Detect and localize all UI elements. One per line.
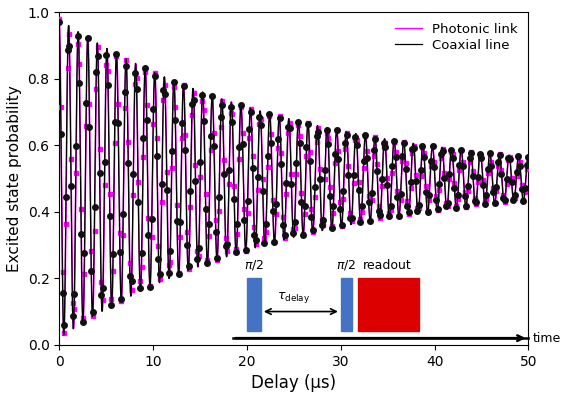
Text: time: time bbox=[533, 332, 561, 345]
Coaxial line bbox=[525, 155, 532, 160]
Coaxial line bbox=[80, 312, 87, 317]
Bar bbox=[247, 279, 261, 332]
Bar bbox=[358, 279, 419, 332]
Bar bbox=[341, 279, 352, 332]
Photonic link bbox=[525, 155, 532, 160]
Photonic link bbox=[425, 202, 432, 207]
Coaxial line bbox=[425, 198, 432, 203]
Text: $\pi/2$: $\pi/2$ bbox=[336, 258, 356, 272]
Legend: Photonic link, Coaxial line: Photonic link, Coaxial line bbox=[391, 19, 522, 55]
X-axis label: Delay (μs): Delay (μs) bbox=[251, 374, 336, 392]
Text: $\tau_{\rm delay}$: $\tau_{\rm delay}$ bbox=[277, 290, 310, 305]
Photonic link bbox=[512, 194, 519, 199]
Text: readout: readout bbox=[364, 259, 412, 272]
Coaxial line bbox=[60, 333, 67, 338]
Coaxial line bbox=[272, 232, 278, 237]
Coaxial line bbox=[512, 192, 519, 196]
Coaxial line bbox=[56, 19, 62, 24]
Y-axis label: Excited state probability: Excited state probability bbox=[7, 85, 22, 272]
Photonic link bbox=[272, 237, 278, 241]
Photonic link bbox=[61, 332, 68, 337]
Photonic link bbox=[80, 318, 87, 323]
Line: Photonic link: Photonic link bbox=[59, 19, 528, 335]
Coaxial line bbox=[284, 132, 291, 137]
Line: Coaxial line: Coaxial line bbox=[59, 22, 528, 335]
Coaxial line bbox=[511, 194, 518, 199]
Photonic link bbox=[511, 196, 518, 201]
Photonic link bbox=[284, 141, 291, 146]
Photonic link bbox=[56, 17, 62, 22]
Text: $\pi/2$: $\pi/2$ bbox=[244, 258, 264, 272]
